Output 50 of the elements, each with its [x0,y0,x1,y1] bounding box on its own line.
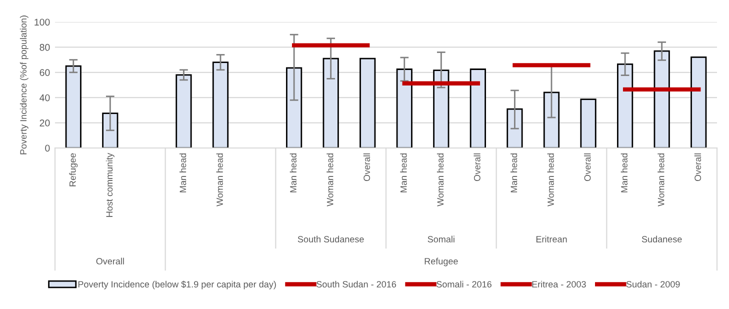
x-tick-label: Overall [694,153,702,182]
bar [433,70,450,148]
text: Somali [428,236,454,242]
bar [360,58,376,148]
y-tick-label: 100 [34,18,50,26]
x-tick-label: Man head [290,153,296,192]
x-tick-label: Host community [106,152,114,217]
bar [102,112,118,148]
bar [322,58,339,148]
text: Eritrean [536,236,567,242]
x-tick-label: Man head [510,153,518,192]
bar [543,92,560,148]
y-tick-label: 20 [40,120,50,126]
text: Refugee [424,258,458,266]
x-tick-label: Overall [363,153,370,182]
legend-label: Somali - 2016 [436,280,492,288]
x-tick-label: Overall [474,153,480,182]
bar [617,64,634,148]
x-tick-label: Woman head [216,153,223,206]
legend-label: Eritrea - 2003 [532,280,586,288]
bar [176,74,192,148]
y-axis-title: Poverty Incidence (%of population) [20,16,28,154]
bar [690,56,707,148]
text: Overall [96,258,124,264]
bar [654,50,670,148]
y-tick-label: 40 [40,94,50,102]
text: Sudanese [642,236,682,242]
x-tick-label: Man head [400,153,407,192]
bar [470,68,486,148]
y-tick-label: 0 [45,144,50,152]
bar [212,62,229,148]
text: South Sudanese [298,236,364,242]
x-tick-label: Woman head [436,153,444,206]
bar [396,68,412,148]
bar [580,98,596,148]
bar [286,67,302,148]
bar [506,108,523,148]
legend-label: Sudan - 2009 [626,280,680,288]
y-tick-label: 80 [40,44,50,51]
legend-label: Poverty Incidence (below $1.9 per capita per day) [78,280,276,290]
x-tick-label: Man head [180,153,186,192]
x-tick-label: Man head [620,153,628,192]
y-tick-label: 60 [40,69,50,76]
x-tick-label: Refugee [69,153,78,186]
bar [65,65,82,148]
x-tick-label: Woman head [326,153,334,206]
legend-label: South Sudan - 2016 [316,280,396,288]
x-tick-label: Woman head [658,153,664,206]
x-tick-label: Overall [584,153,591,182]
x-tick-label: Woman head [547,153,554,206]
